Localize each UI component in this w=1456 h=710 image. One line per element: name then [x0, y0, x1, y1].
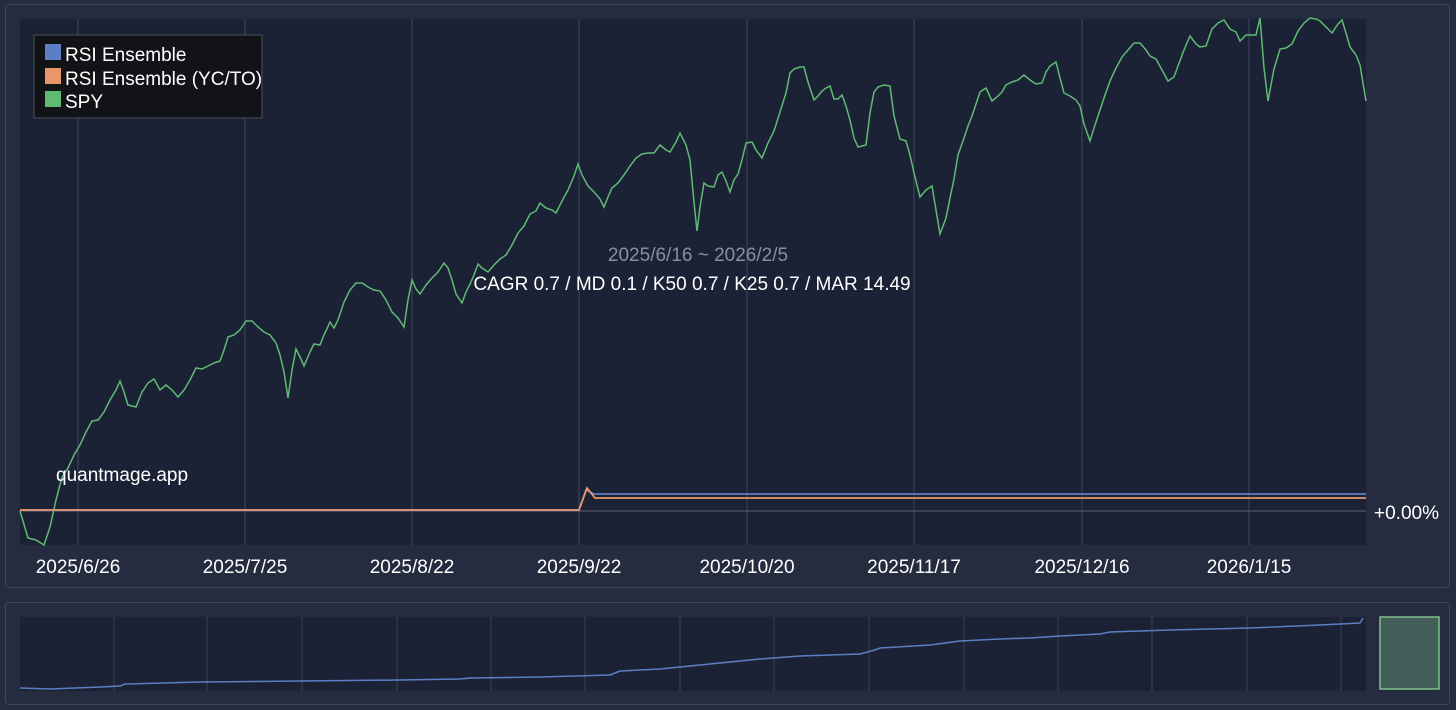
navigator-window-handle[interactable]: [1379, 616, 1440, 690]
spy-series-line: [19, 17, 1367, 547]
legend-box: [33, 34, 263, 119]
x-tick-label: 2025/7/25: [203, 557, 288, 578]
x-tick-label: 2025/9/22: [537, 557, 622, 578]
navigator-gridlines: [113, 617, 1342, 691]
navigator-plot-area: [20, 617, 1366, 691]
legend-swatch-rsi-ensemble: [45, 44, 61, 60]
x-tick-label: 2025/12/16: [1034, 557, 1129, 578]
series-layer: [19, 17, 1367, 547]
x-tick-label: 2025/10/20: [699, 557, 794, 578]
legend: RSI Ensemble RSI Ensemble (YC/TO) SPY: [33, 34, 263, 119]
x-axis-ticks: 2025/6/26 2025/7/25 2025/8/22 2025/9/22 2025…: [36, 557, 1292, 578]
period-label: 2025/6/16 ~ 2026/2/5: [608, 245, 788, 266]
legend-label-rsi-ensemble[interactable]: RSI Ensemble: [65, 45, 186, 66]
navigator-series-line: [19, 617, 1364, 690]
x-tick-label: 2025/8/22: [370, 557, 455, 578]
x-tick-label: 2026/1/15: [1207, 557, 1292, 578]
watermark: quantmage.app: [56, 465, 188, 486]
x-tick-label: 2025/6/26: [36, 557, 121, 578]
legend-swatch-rsi-ensemble-yc-to: [45, 68, 61, 84]
legend-label-spy[interactable]: SPY: [65, 92, 103, 113]
legend-swatch-spy: [45, 91, 61, 107]
stats-label: CAGR 0.7 / MD 0.1 / K50 0.7 / K25 0.7 / …: [473, 274, 910, 295]
x-tick-label: 2025/11/17: [867, 557, 961, 578]
legend-label-rsi-ensemble-yc-to[interactable]: RSI Ensemble (YC/TO): [65, 69, 262, 90]
baseline-label: +0.00%: [1374, 503, 1439, 524]
rsi-ensemble-yc-to-series-line: [20, 486, 1366, 511]
